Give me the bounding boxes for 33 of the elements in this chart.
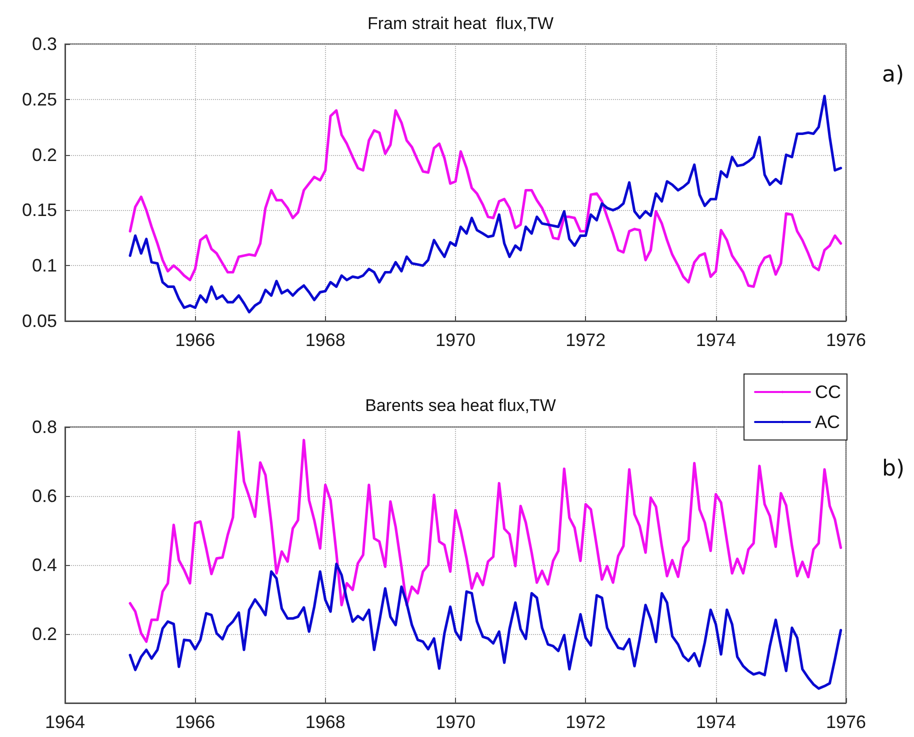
x-tick-label: 1972 xyxy=(566,330,606,350)
y-tick-label: 0.4 xyxy=(32,555,57,575)
x-tick-label: 1974 xyxy=(696,330,736,350)
y-tick-label: 0.8 xyxy=(32,417,57,437)
y-tick-label: 0.25 xyxy=(22,89,57,110)
line-series xyxy=(128,109,842,288)
line-series xyxy=(128,94,842,314)
y-tick-label: 0.15 xyxy=(22,200,57,220)
line-series xyxy=(128,562,842,690)
x-tick-label: 1968 xyxy=(305,712,346,732)
y-tick-label: 0.3 xyxy=(32,34,57,54)
legend-label: AC xyxy=(815,412,840,432)
chart-title: Barents sea heat flux,TW xyxy=(365,396,556,415)
x-tick-label: 1968 xyxy=(305,330,346,350)
x-tick-label: 1966 xyxy=(175,712,216,732)
line-series xyxy=(128,430,842,643)
text: a) xyxy=(882,62,904,88)
x-tick-label: 1976 xyxy=(826,330,866,350)
y-tick-label: 0.6 xyxy=(32,486,57,506)
x-tick-label: 1966 xyxy=(175,330,216,350)
legend-label: CC xyxy=(815,382,841,402)
x-tick-label: 1972 xyxy=(566,712,606,732)
x-tick-label: 1974 xyxy=(696,712,736,732)
x-tick-label: 1964 xyxy=(44,712,86,732)
text: b) xyxy=(882,456,905,482)
x-tick-label: 1970 xyxy=(435,330,476,350)
y-tick-label: 0.1 xyxy=(32,256,57,276)
chart-title: Fram strait heat flux,TW xyxy=(367,14,554,33)
x-tick-label: 1976 xyxy=(826,712,866,732)
y-tick-label: 0.05 xyxy=(22,311,57,331)
y-tick-label: 0.2 xyxy=(32,144,57,165)
y-tick-label: 0.2 xyxy=(32,624,57,644)
x-tick-label: 1970 xyxy=(435,712,476,732)
